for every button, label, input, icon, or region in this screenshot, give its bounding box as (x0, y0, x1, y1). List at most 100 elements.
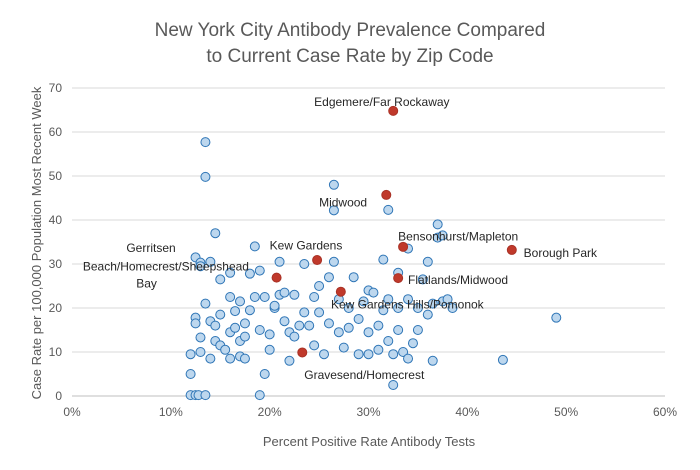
data-point (200, 171, 211, 182)
data-point (447, 303, 458, 313)
data-point (398, 347, 409, 357)
data-point (215, 274, 226, 285)
y-tick-label: 20 (49, 301, 63, 315)
data-point (279, 287, 290, 298)
data-point (239, 331, 250, 342)
annotation-label: Midwood (319, 195, 367, 209)
data-point (249, 292, 260, 302)
y-tick-label: 10 (49, 345, 63, 359)
y-axis-title: Case Rate per 100,000 Population Most Re… (29, 86, 44, 399)
data-point (259, 292, 270, 302)
data-point (422, 256, 433, 267)
data-point (200, 390, 211, 401)
highlighted-point (393, 273, 404, 284)
data-point (393, 303, 404, 313)
x-tick-label: 30% (356, 405, 380, 419)
data-point (269, 300, 280, 311)
data-point (333, 327, 344, 338)
data-point (412, 303, 423, 313)
x-tick-label: 50% (554, 405, 578, 419)
data-point (363, 349, 374, 360)
annotation-label: Beach/Homecrest/Sheepshead (83, 260, 249, 274)
data-point (205, 353, 216, 364)
axes: 0 10 20 30 40 50 60 70 0% 10% 20% 30% 40% 50% 60% (49, 81, 678, 419)
data-point (442, 294, 453, 305)
data-point (274, 256, 285, 267)
x-tick-label: 40% (455, 405, 479, 419)
data-point (343, 322, 354, 333)
data-point (254, 325, 265, 335)
data-point (309, 340, 320, 351)
data-point (388, 349, 399, 360)
data-point (210, 320, 221, 331)
data-point (185, 369, 196, 379)
data-point (239, 353, 250, 364)
y-tick-label: 0 (55, 389, 62, 403)
highlighted-point (271, 272, 282, 283)
data-point (368, 287, 379, 298)
data-point (239, 318, 250, 329)
data-point (412, 325, 423, 335)
chart-title-line-1: New York City Antibody Prevalence Compar… (155, 20, 546, 41)
x-tick-label: 0% (63, 405, 81, 419)
data-point (254, 390, 265, 401)
data-point (289, 289, 300, 300)
annotation-label: Kew Gardens (270, 239, 343, 253)
data-point (289, 331, 300, 342)
data-point (244, 305, 255, 316)
annotation-label: Flatlands/Midwood (408, 273, 508, 287)
data-point (403, 294, 414, 305)
data-point (304, 320, 315, 331)
data-point (348, 272, 359, 283)
highlighted-point (297, 347, 308, 358)
data-point (200, 298, 211, 309)
data-point (343, 303, 354, 313)
data-point (427, 298, 438, 309)
data-point (185, 349, 196, 360)
data-point (264, 329, 275, 340)
data-point (264, 344, 275, 355)
annotation-label: Borough Park (524, 246, 598, 260)
highlighted-point (312, 255, 323, 266)
data-point (383, 336, 394, 346)
data-point (314, 307, 325, 318)
data-point (220, 344, 231, 355)
data-point (215, 309, 226, 320)
x-tick-label: 20% (258, 405, 282, 419)
data-point (230, 306, 241, 317)
data-point (205, 256, 216, 267)
data-point (383, 204, 394, 215)
y-tick-label: 50 (49, 169, 63, 183)
data-point (432, 219, 443, 230)
annotations: Edgemere/Far Rockaway Midwood Bensonhurst/… (83, 95, 598, 382)
data-point (393, 325, 404, 335)
data-point (225, 353, 236, 364)
y-tick-label: 30 (49, 257, 63, 271)
data-point (195, 332, 206, 343)
data-point (388, 380, 399, 390)
data-point (551, 312, 562, 323)
highlighted-point (398, 241, 409, 252)
data-point (210, 228, 221, 239)
data-point (249, 241, 260, 252)
data-point (309, 292, 320, 302)
data-point (294, 320, 305, 331)
highlighted-point (381, 189, 392, 200)
data-point (235, 296, 246, 307)
y-tick-label: 60 (49, 125, 63, 139)
annotation-label: Edgemere/Far Rockaway (314, 95, 449, 109)
data-point (417, 274, 428, 285)
data-point (422, 309, 433, 320)
annotation-label: Bensonhurst/Mapleton (398, 230, 518, 244)
data-point (259, 369, 270, 379)
data-point (323, 318, 334, 329)
x-axis-title: Percent Positive Rate Antibody Tests (263, 434, 476, 449)
data-point (373, 320, 384, 331)
data-point (195, 261, 206, 272)
data-point (225, 267, 236, 278)
annotation-label: Kew Gardens Hills/Pomonok (331, 297, 485, 311)
data-point (225, 292, 236, 302)
gridlines (72, 87, 665, 353)
